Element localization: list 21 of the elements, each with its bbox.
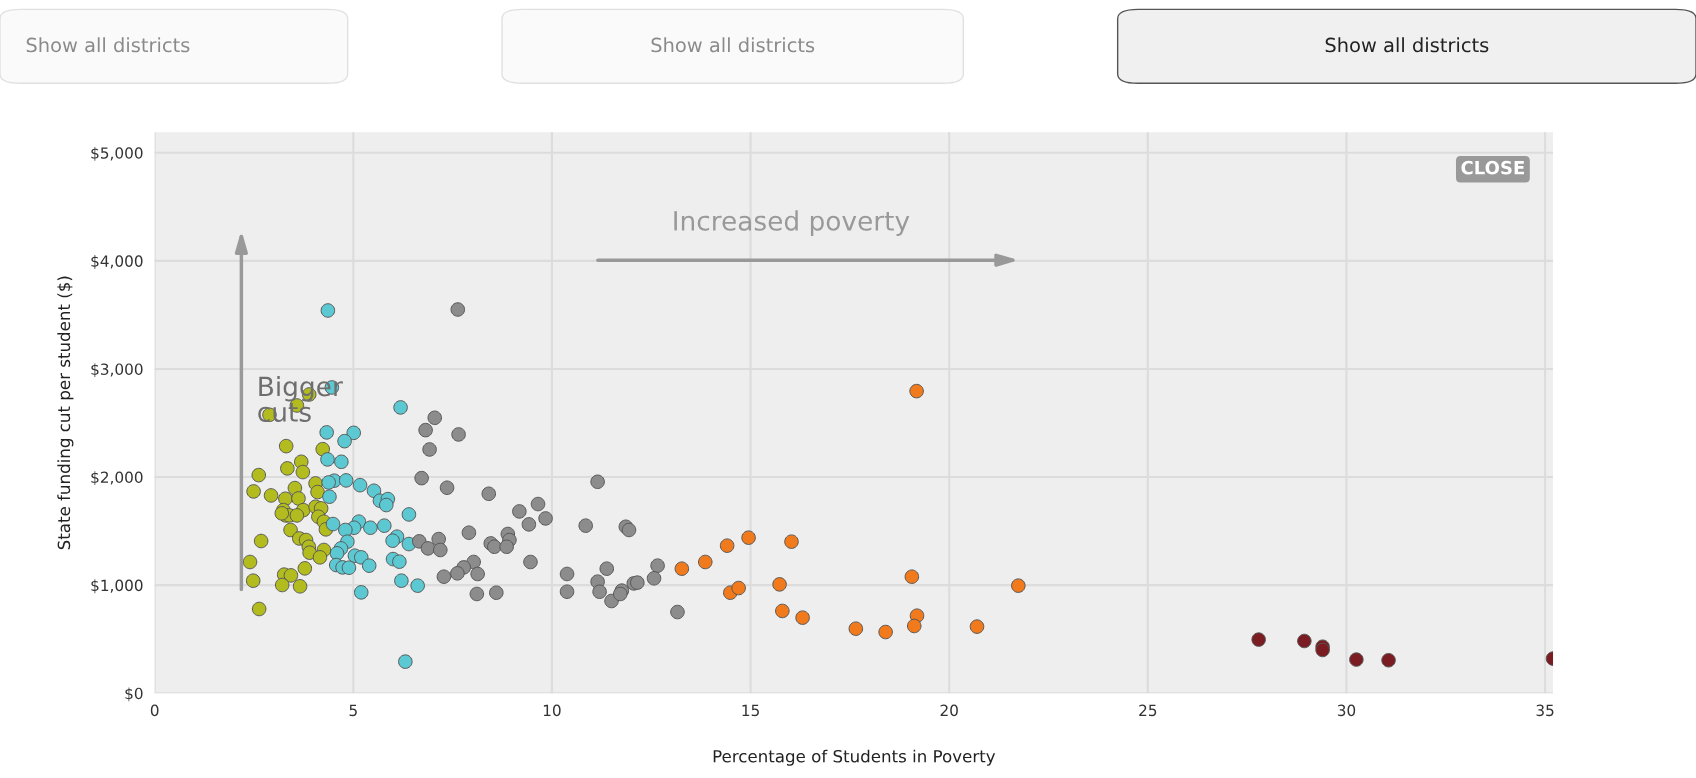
- y-tick-label: $1,000: [91, 579, 143, 594]
- y-tick-label: $5,000: [91, 146, 143, 161]
- y-tick-label: $2,000: [91, 471, 143, 486]
- x-tick-label: 10: [543, 704, 561, 717]
- x-axis-title: Percentage of Students in Poverty: [713, 749, 996, 766]
- text: Show all districts: [651, 37, 815, 53]
- x-tick-label: 20: [940, 704, 958, 717]
- y-axis-title: State funding cut per student ($): [57, 276, 74, 550]
- text: Show all districts: [1325, 37, 1489, 53]
- x-tick-label: 30: [1337, 704, 1356, 717]
- annotation: CLOSE: [1461, 160, 1524, 175]
- x-tick-label: 0: [150, 704, 159, 717]
- text: Show all districts: [26, 37, 190, 53]
- annotation: Increased poverty: [674, 210, 910, 236]
- y-tick-label: $0: [125, 687, 143, 702]
- x-tick-label: 5: [349, 704, 357, 717]
- x-tick-label: 35: [1536, 704, 1554, 717]
- y-tick-label: $4,000: [91, 255, 143, 269]
- x-tick-label: 25: [1139, 704, 1157, 717]
- x-tick-label: 15: [742, 704, 759, 717]
- y-tick-label: $3,000: [91, 363, 143, 378]
